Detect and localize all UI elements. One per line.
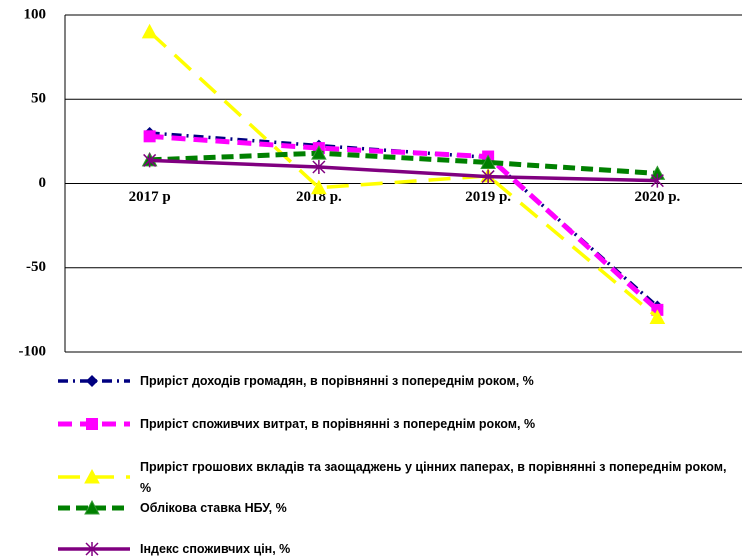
x-tick-label: 2019 р. bbox=[465, 189, 511, 205]
marker bbox=[311, 179, 327, 195]
y-tick-label: -100 bbox=[19, 343, 47, 359]
y-tick-label: 100 bbox=[24, 6, 47, 22]
x-tick-label: 2018 р. bbox=[296, 189, 342, 205]
marker bbox=[311, 145, 327, 160]
marker bbox=[143, 153, 157, 168]
marker bbox=[84, 499, 100, 515]
marker bbox=[480, 154, 496, 169]
x-tick-label: 2020 р. bbox=[634, 189, 680, 205]
marker bbox=[141, 23, 158, 39]
legend-label: Індекс споживчих цін, % bbox=[140, 542, 291, 556]
marker bbox=[143, 130, 156, 143]
marker bbox=[86, 418, 98, 430]
y-tick-label: -50 bbox=[26, 259, 46, 275]
marker bbox=[85, 542, 99, 556]
series-line bbox=[149, 150, 658, 176]
marker bbox=[650, 173, 664, 188]
legend-label: Приріст споживчих витрат, в порівнянні з… bbox=[140, 417, 536, 431]
marker bbox=[649, 309, 666, 324]
marker bbox=[86, 375, 98, 387]
marker bbox=[84, 468, 100, 484]
series-line bbox=[148, 30, 659, 319]
y-tick-label: 50 bbox=[31, 91, 46, 107]
y-tick-label: 0 bbox=[39, 175, 47, 191]
legend-label: Приріст грошових вкладів та заощаджень у… bbox=[140, 460, 727, 495]
marker bbox=[481, 169, 495, 184]
series-line bbox=[149, 158, 658, 183]
legend-label: Приріст доходів громадян, в порівнянні з… bbox=[140, 374, 534, 388]
marker bbox=[312, 159, 326, 174]
legend-label: Облікова ставка НБУ, % bbox=[140, 501, 287, 515]
series-line bbox=[149, 133, 660, 312]
x-tick-label: 2017 р bbox=[129, 189, 171, 205]
